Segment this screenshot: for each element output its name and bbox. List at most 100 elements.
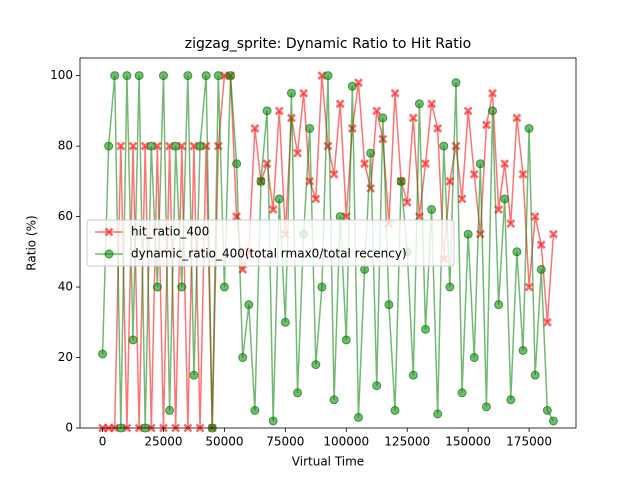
circle-marker xyxy=(128,335,138,345)
circle-marker xyxy=(488,106,498,116)
chart-title: zigzag_sprite: Dynamic Ratio to Hit Rati… xyxy=(185,36,471,52)
x-marker xyxy=(360,159,369,169)
circle-marker xyxy=(250,405,260,415)
circle-marker xyxy=(195,141,205,151)
circle-marker xyxy=(427,205,437,215)
circle-marker xyxy=(451,78,461,88)
x-marker xyxy=(463,106,473,116)
circle-marker xyxy=(469,353,479,363)
circle-marker xyxy=(524,123,534,133)
circle-marker xyxy=(372,381,382,391)
circle-marker xyxy=(494,300,504,310)
circle-marker xyxy=(500,194,510,204)
x-tick-label: 0 xyxy=(99,435,107,449)
circle-marker xyxy=(134,71,144,81)
x-marker xyxy=(268,205,278,214)
x-axis-label: Virtual Time xyxy=(292,455,364,469)
circle-marker xyxy=(165,405,175,415)
circle-marker xyxy=(530,370,540,380)
circle-marker xyxy=(414,99,424,109)
circle-marker xyxy=(177,282,187,292)
x-marker xyxy=(524,282,534,292)
circle-marker xyxy=(317,282,327,292)
circle-marker xyxy=(536,264,546,274)
circle-marker xyxy=(360,264,370,274)
legend-box xyxy=(86,219,455,267)
circle-marker xyxy=(171,141,181,151)
circle-marker xyxy=(232,159,242,169)
circle-marker xyxy=(256,176,266,186)
circle-marker xyxy=(189,370,199,380)
circle-marker xyxy=(390,405,400,415)
y-tick-label: 80 xyxy=(58,139,73,153)
circle-marker xyxy=(268,416,278,426)
x-marker xyxy=(457,194,467,204)
circle-marker xyxy=(335,212,345,222)
x-marker xyxy=(542,317,552,327)
x-tick-label: 50000 xyxy=(205,435,243,449)
circle-marker xyxy=(274,194,284,204)
circle-marker xyxy=(262,106,272,116)
circle-marker xyxy=(347,81,357,91)
circle-marker xyxy=(384,300,394,310)
x-tick-label: 75000 xyxy=(266,435,304,449)
circle-marker xyxy=(201,71,211,81)
legend-label: dynamic_ratio_400(total rmax0/total rece… xyxy=(131,247,407,261)
x-marker xyxy=(347,124,357,133)
x-marker xyxy=(512,113,522,123)
circle-marker xyxy=(506,395,516,405)
x-marker xyxy=(311,194,321,204)
x-marker xyxy=(250,124,260,133)
circle-marker xyxy=(481,402,491,412)
x-marker xyxy=(530,212,540,221)
x-marker xyxy=(518,169,528,179)
x-marker xyxy=(469,169,479,179)
circle-marker xyxy=(433,409,443,419)
circle-marker xyxy=(183,71,193,81)
circle-marker xyxy=(104,249,114,259)
circle-marker xyxy=(293,388,303,398)
y-tick-label: 40 xyxy=(58,280,73,294)
x-marker xyxy=(262,159,272,169)
circle-marker xyxy=(323,71,333,81)
circle-marker xyxy=(420,324,430,334)
x-tick-label: 150000 xyxy=(445,435,491,449)
circle-marker xyxy=(518,345,528,355)
circle-marker xyxy=(219,282,229,292)
x-marker xyxy=(104,227,114,237)
circle-marker xyxy=(439,141,449,151)
circle-marker xyxy=(341,335,351,345)
x-marker xyxy=(408,113,418,123)
x-marker xyxy=(116,141,126,151)
circle-marker xyxy=(353,412,363,422)
circle-marker xyxy=(542,405,552,415)
circle-marker xyxy=(280,317,290,327)
y-tick-label: 0 xyxy=(65,421,73,435)
axes-frame xyxy=(79,57,577,429)
circle-marker xyxy=(463,229,473,239)
circle-marker xyxy=(457,388,467,398)
circle-marker xyxy=(104,141,114,151)
x-tick-label: 100000 xyxy=(323,435,369,449)
x-marker xyxy=(482,120,491,130)
circle-marker xyxy=(110,71,120,81)
x-tick-label: 175000 xyxy=(506,435,552,449)
circle-marker xyxy=(548,416,558,426)
circle-marker xyxy=(213,71,223,81)
x-marker xyxy=(506,219,516,229)
circle-marker xyxy=(445,282,455,292)
circle-marker xyxy=(98,349,108,359)
x-tick-label: 25000 xyxy=(144,435,182,449)
x-marker xyxy=(274,106,284,116)
x-marker xyxy=(549,229,558,239)
circle-marker xyxy=(366,148,376,158)
y-tick-label: 20 xyxy=(58,350,73,364)
x-marker xyxy=(390,88,400,98)
x-marker xyxy=(433,124,443,133)
x-marker xyxy=(427,99,437,109)
circle-marker xyxy=(378,113,388,123)
circle-marker xyxy=(475,159,485,169)
circle-marker xyxy=(286,88,296,98)
y-tick-label: 100 xyxy=(50,68,73,82)
